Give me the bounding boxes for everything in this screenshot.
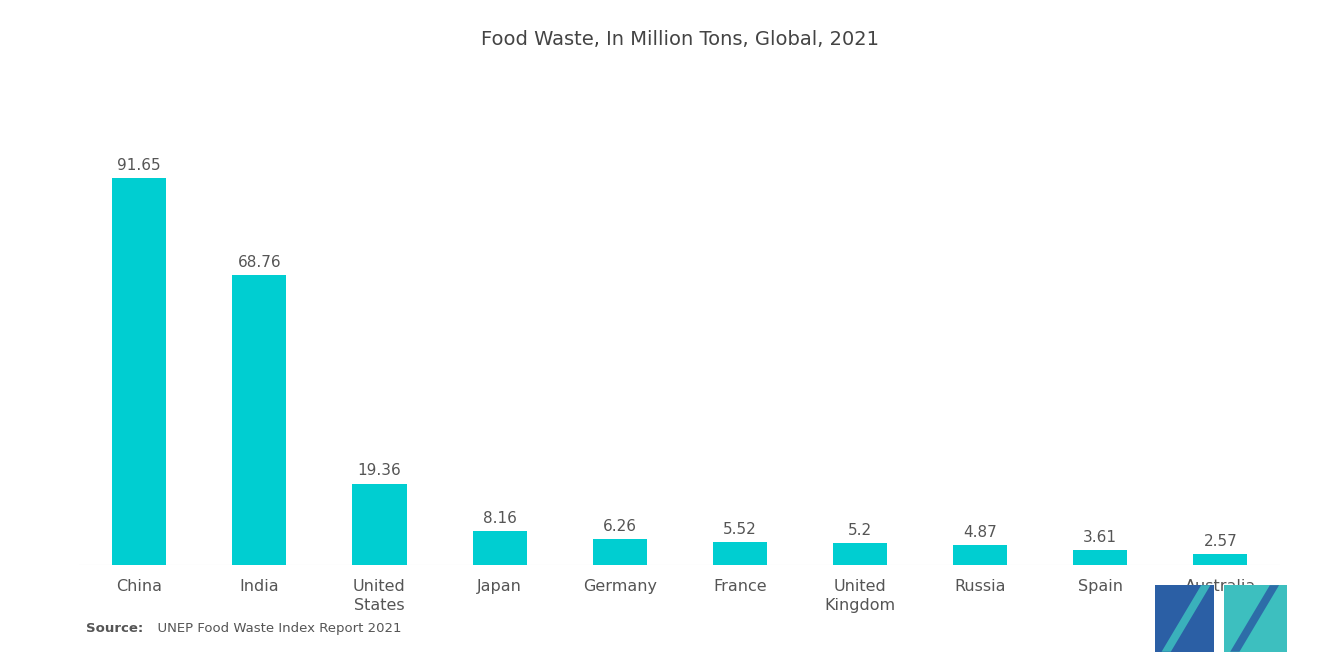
Text: 5.52: 5.52: [723, 522, 756, 537]
Bar: [232, 275, 286, 565]
Text: 3.61: 3.61: [1084, 530, 1117, 545]
Bar: [593, 539, 647, 565]
Bar: [1193, 555, 1247, 565]
Bar: [352, 483, 407, 565]
Text: 2.57: 2.57: [1204, 535, 1237, 549]
Bar: [833, 543, 887, 565]
Title: Food Waste, In Million Tons, Global, 2021: Food Waste, In Million Tons, Global, 202…: [480, 30, 879, 49]
Polygon shape: [1162, 585, 1210, 652]
Text: Source:: Source:: [86, 622, 143, 635]
Bar: [1073, 550, 1127, 565]
Text: 5.2: 5.2: [847, 523, 873, 538]
Text: UNEP Food Waste Index Report 2021: UNEP Food Waste Index Report 2021: [149, 622, 401, 635]
Text: 91.65: 91.65: [117, 158, 161, 174]
Bar: [473, 531, 527, 565]
Polygon shape: [1224, 585, 1287, 652]
Polygon shape: [1230, 585, 1279, 652]
Bar: [953, 545, 1007, 565]
Bar: [112, 178, 166, 565]
Text: 6.26: 6.26: [603, 519, 636, 534]
Bar: [713, 542, 767, 565]
Polygon shape: [1155, 585, 1214, 652]
Text: 68.76: 68.76: [238, 255, 281, 270]
Text: 4.87: 4.87: [964, 525, 997, 539]
Text: 8.16: 8.16: [483, 511, 516, 526]
Text: 19.36: 19.36: [358, 464, 401, 478]
